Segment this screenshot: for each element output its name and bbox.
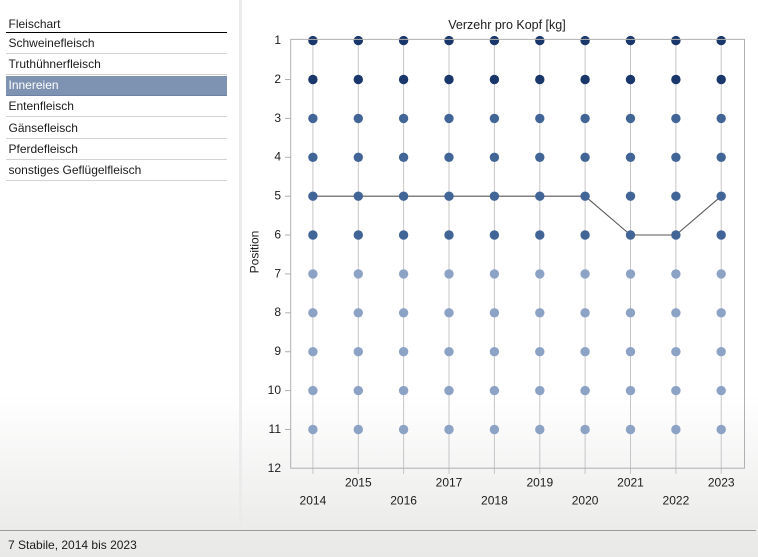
- svg-text:Position: Position: [248, 231, 262, 274]
- svg-text:5: 5: [274, 189, 281, 203]
- svg-text:Verzehr pro Kopf [kg]: Verzehr pro Kopf [kg]: [448, 18, 565, 32]
- svg-text:12: 12: [268, 461, 282, 475]
- svg-text:2017: 2017: [436, 475, 463, 489]
- svg-text:6: 6: [274, 227, 281, 241]
- svg-text:4: 4: [274, 150, 281, 164]
- svg-text:2021: 2021: [617, 475, 644, 489]
- svg-text:3: 3: [274, 111, 281, 125]
- svg-text:8: 8: [274, 305, 281, 319]
- svg-text:2: 2: [274, 72, 281, 86]
- svg-text:2015: 2015: [345, 475, 372, 489]
- svg-text:1: 1: [274, 33, 281, 47]
- svg-text:9: 9: [274, 344, 281, 358]
- svg-text:2016: 2016: [390, 493, 417, 507]
- svg-text:2019: 2019: [526, 475, 553, 489]
- svg-text:7: 7: [274, 266, 281, 280]
- svg-text:2023: 2023: [708, 475, 735, 489]
- svg-text:2022: 2022: [663, 493, 690, 507]
- svg-text:2018: 2018: [481, 493, 508, 507]
- svg-text:10: 10: [268, 383, 282, 397]
- svg-text:2014: 2014: [300, 493, 327, 507]
- svg-text:11: 11: [269, 422, 282, 436]
- svg-text:2020: 2020: [572, 493, 599, 507]
